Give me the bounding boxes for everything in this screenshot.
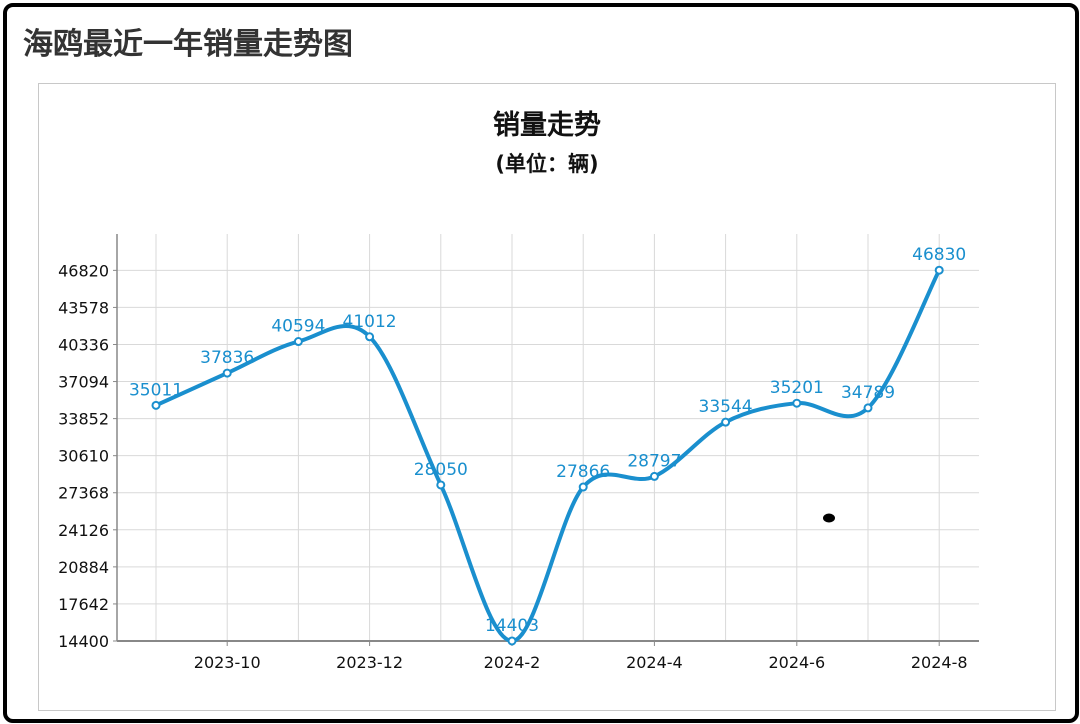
x-tick-label: 2023-10 (194, 653, 261, 672)
grid (117, 234, 979, 642)
data-label: 46830 (912, 245, 966, 265)
data-label: 14403 (485, 616, 539, 636)
data-label: 33544 (699, 397, 753, 417)
y-tick-label: 24126 (58, 521, 109, 540)
data-label: 28797 (627, 451, 681, 471)
axes: 14400 17642 20884 24126 27368 30610 33852 37094… (58, 234, 979, 672)
data-label: 40594 (271, 317, 325, 337)
data-point (222, 368, 232, 378)
y-tick-label: 40336 (58, 335, 109, 354)
data-point (649, 471, 659, 481)
data-label: 41012 (343, 312, 397, 332)
data-labels: 35011 37836 40594 41012 28050 14403 27866 28797… (129, 245, 966, 636)
data-label: 28050 (414, 460, 468, 480)
y-tick-label: 30610 (58, 447, 109, 466)
x-tick-label: 2024-8 (911, 653, 968, 672)
data-point (792, 398, 802, 408)
cursor-dot (823, 513, 835, 523)
y-tick-label: 27368 (58, 484, 109, 503)
data-point (436, 480, 446, 490)
data-point (578, 482, 588, 492)
series-line-layer (155, 269, 941, 643)
page-title: 海鸥最近一年销量走势图 (23, 27, 353, 62)
data-label: 37836 (200, 348, 254, 368)
y-tick-label: 43578 (58, 298, 109, 317)
y-tick-label: 46820 (58, 261, 109, 280)
y-tick-label: 37094 (58, 373, 109, 392)
data-label: 27866 (556, 462, 610, 482)
data-point (151, 400, 161, 410)
data-point (863, 403, 873, 413)
data-point (293, 337, 303, 347)
data-point (507, 636, 517, 646)
y-tick-label: 14400 (58, 632, 109, 651)
x-tick-label: 2024-2 (484, 653, 541, 672)
data-label: 35011 (129, 380, 183, 400)
line-chart: 销量走势 (单位：辆) 14400 17642 20884 24126 27368 306… (58, 110, 979, 672)
data-point (365, 332, 375, 342)
data-point (934, 265, 944, 275)
window-frame: 海鸥最近一年销量走势图 销量走势 (单位：辆) 14400 17642 20884 2… (3, 3, 1079, 723)
data-label: 34789 (841, 383, 895, 403)
data-label: 35201 (770, 378, 824, 398)
series-line (155, 269, 941, 643)
x-tick-label: 2023-12 (336, 653, 403, 672)
y-tick-label: 33852 (58, 410, 109, 429)
x-tick-label: 2024-4 (626, 653, 683, 672)
chart-subtitle: (单位：辆) (495, 152, 598, 176)
y-tick-label: 17642 (58, 595, 109, 614)
chart-panel: 销量走势 (单位：辆) 14400 17642 20884 24126 27368 306… (38, 83, 1056, 711)
data-point (721, 417, 731, 427)
x-tick-label: 2024-6 (768, 653, 825, 672)
y-tick-label: 20884 (58, 558, 109, 577)
chart-title: 销量走势 (493, 110, 601, 141)
data-points (151, 265, 944, 646)
